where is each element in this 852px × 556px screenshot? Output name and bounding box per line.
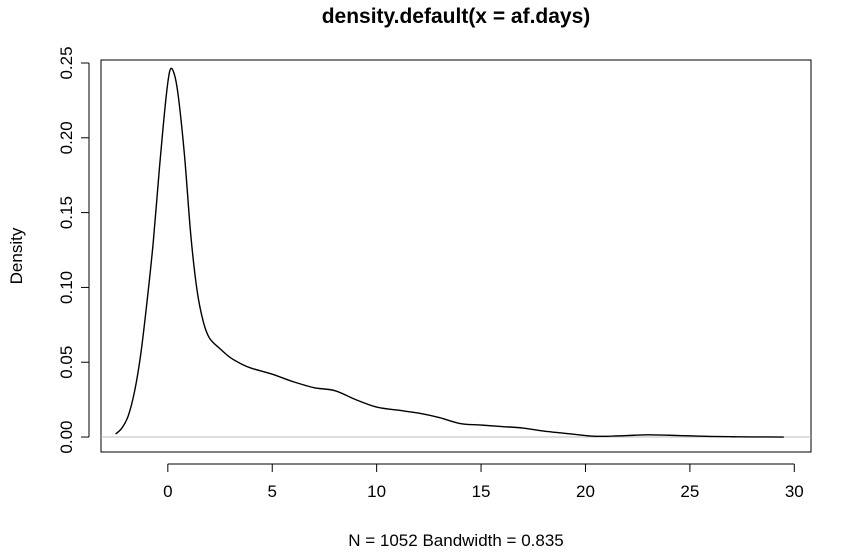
x-tick-label: 25: [680, 482, 699, 501]
x-tick-label: 30: [785, 482, 804, 501]
chart-title: density.default(x = af.days): [322, 5, 591, 28]
x-tick-label: 10: [367, 482, 386, 501]
x-tick-label: 5: [268, 482, 277, 501]
y-axis-title: Density: [7, 227, 26, 284]
x-tick-label: 20: [576, 482, 595, 501]
y-tick-label: 0.15: [57, 196, 76, 229]
y-tick-label: 0.20: [57, 121, 76, 154]
x-axis-title: N = 1052 Bandwidth = 0.835: [348, 531, 564, 550]
density-curve: [115, 67, 784, 438]
plot-frame: [100, 59, 812, 453]
y-axis: 0.00 0.05 0.10 0.15 0.20 0.25: [57, 46, 90, 454]
x-axis: 0 5 10 15 20 25 30: [163, 463, 804, 501]
y-tick-label: 0.10: [57, 271, 76, 304]
y-tick-label: 0.25: [57, 46, 76, 79]
x-tick-label: 0: [163, 482, 172, 501]
y-tick-label: 0.00: [57, 420, 76, 453]
x-tick-label: 15: [472, 482, 491, 501]
y-tick-label: 0.05: [57, 346, 76, 379]
